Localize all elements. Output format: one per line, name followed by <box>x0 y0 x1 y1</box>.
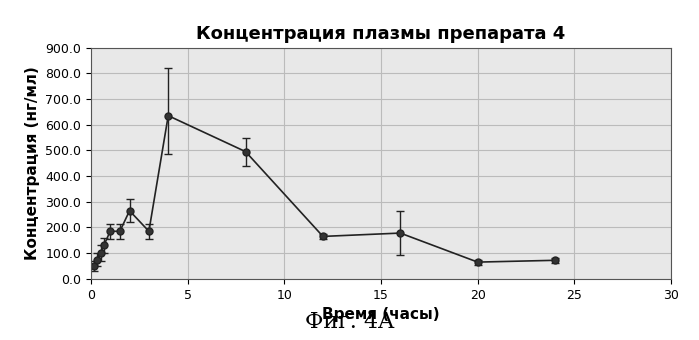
Title: Концентрация плазмы препарата 4: Концентрация плазмы препарата 4 <box>196 25 565 43</box>
Text: Фиг. 4A: Фиг. 4A <box>305 311 394 333</box>
Y-axis label: Концентрация (нг/мл): Концентрация (нг/мл) <box>24 66 40 260</box>
X-axis label: Время (часы): Время (часы) <box>322 307 440 322</box>
